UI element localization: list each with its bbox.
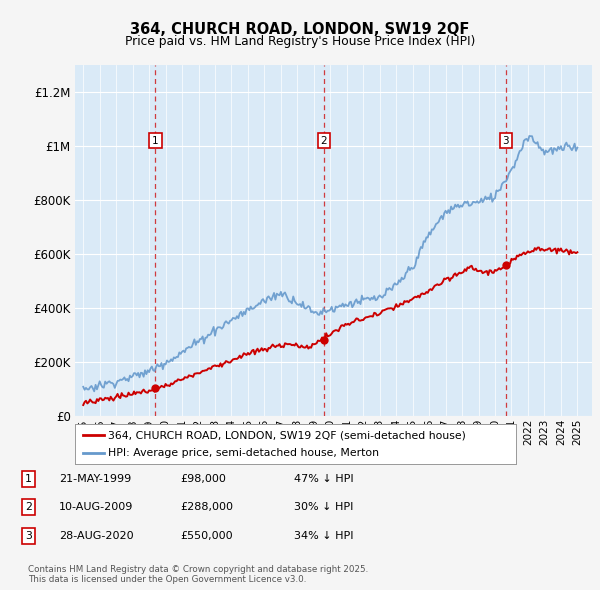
Text: 3: 3 xyxy=(25,531,32,540)
Text: 364, CHURCH ROAD, LONDON, SW19 2QF (semi-detached house): 364, CHURCH ROAD, LONDON, SW19 2QF (semi… xyxy=(108,430,466,440)
Text: £98,000: £98,000 xyxy=(180,474,226,484)
Text: 1: 1 xyxy=(152,136,158,146)
Text: HPI: Average price, semi-detached house, Merton: HPI: Average price, semi-detached house,… xyxy=(108,448,379,458)
Text: Price paid vs. HM Land Registry's House Price Index (HPI): Price paid vs. HM Land Registry's House … xyxy=(125,35,475,48)
Text: £550,000: £550,000 xyxy=(180,531,233,540)
Text: 3: 3 xyxy=(503,136,509,146)
Text: 10-AUG-2009: 10-AUG-2009 xyxy=(59,503,133,512)
Text: £288,000: £288,000 xyxy=(180,503,233,512)
Text: 28-AUG-2020: 28-AUG-2020 xyxy=(59,531,133,540)
Text: 47% ↓ HPI: 47% ↓ HPI xyxy=(294,474,353,484)
Text: 34% ↓ HPI: 34% ↓ HPI xyxy=(294,531,353,540)
Text: 21-MAY-1999: 21-MAY-1999 xyxy=(59,474,131,484)
Text: 1: 1 xyxy=(25,474,32,484)
Text: 364, CHURCH ROAD, LONDON, SW19 2QF: 364, CHURCH ROAD, LONDON, SW19 2QF xyxy=(130,22,470,37)
Text: Contains HM Land Registry data © Crown copyright and database right 2025.
This d: Contains HM Land Registry data © Crown c… xyxy=(28,565,368,584)
Text: 2: 2 xyxy=(25,503,32,512)
Text: 30% ↓ HPI: 30% ↓ HPI xyxy=(294,503,353,512)
Text: 2: 2 xyxy=(320,136,327,146)
